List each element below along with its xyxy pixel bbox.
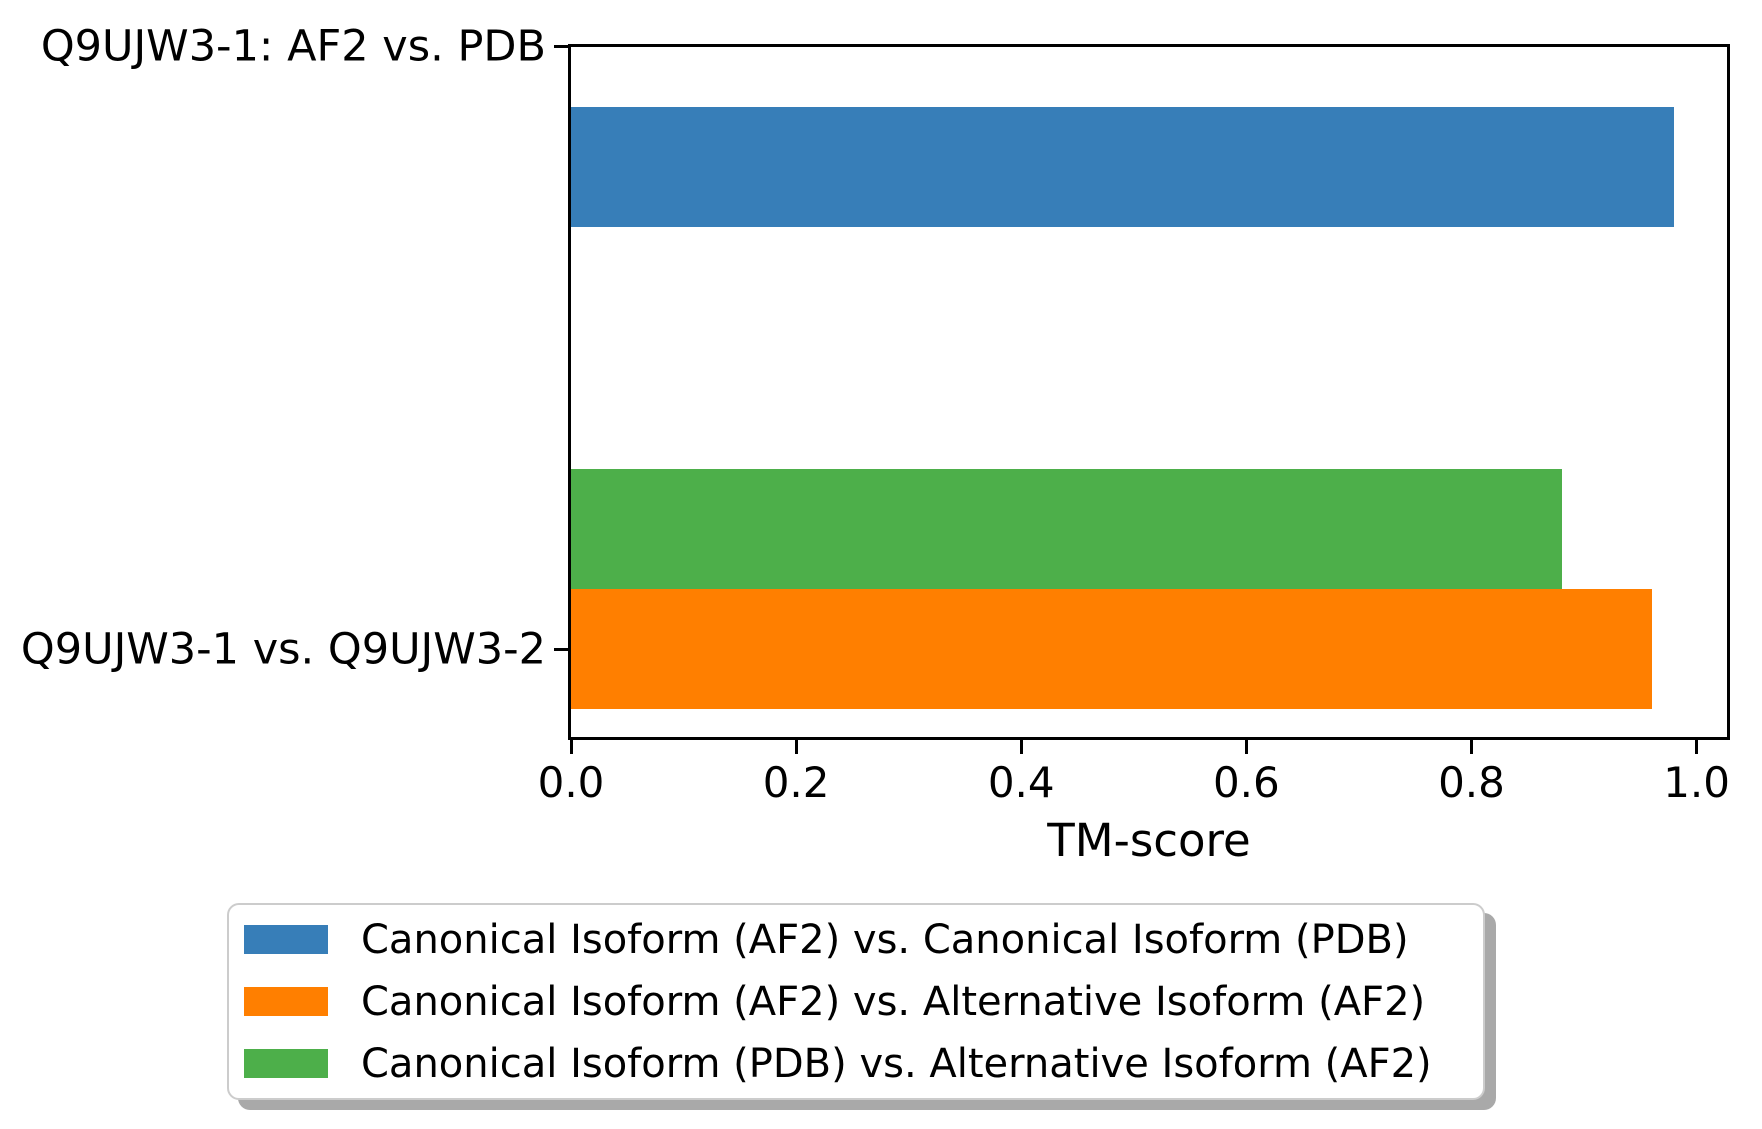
legend: Canonical Isoform (AF2) vs. Canonical Is…	[227, 903, 1485, 1100]
bar-orange	[571, 589, 1652, 709]
x-axis-tick	[1469, 740, 1473, 754]
x-axis-tick	[1019, 740, 1023, 754]
legend-swatch-blue	[244, 925, 328, 954]
legend-swatch-orange	[244, 987, 328, 1016]
bar-blue	[571, 107, 1674, 227]
plot-area	[568, 44, 1730, 740]
x-axis-tick-label: 0.4	[987, 758, 1055, 807]
x-axis-title: TM-score	[1047, 814, 1251, 867]
x-axis-tick-label: 0.2	[762, 758, 830, 807]
x-axis-tick	[1244, 740, 1248, 754]
bar-green	[571, 469, 1562, 589]
legend-label: Canonical Isoform (AF2) vs. Alternative …	[361, 978, 1426, 1025]
x-axis-tick	[569, 740, 573, 754]
x-axis-tick-label: 0.0	[537, 758, 605, 807]
legend-row: Canonical Isoform (AF2) vs. Canonical Is…	[229, 913, 1483, 966]
x-axis-tick-label: 1.0	[1663, 758, 1730, 807]
x-axis-tick	[1695, 740, 1699, 754]
legend-swatch-green	[244, 1049, 328, 1078]
y-axis-tick	[554, 648, 568, 651]
y-axis-tick	[554, 45, 568, 48]
y-category-label-top: Q9UJW3-1: AF2 vs. PDB	[40, 21, 546, 72]
x-axis-tick-label: 0.6	[1212, 758, 1280, 807]
legend-label: Canonical Isoform (AF2) vs. Canonical Is…	[361, 916, 1409, 963]
legend-row: Canonical Isoform (PDB) vs. Alternative …	[229, 1037, 1483, 1090]
legend-label: Canonical Isoform (PDB) vs. Alternative …	[361, 1040, 1432, 1087]
x-axis-tick	[794, 740, 798, 754]
x-axis-tick-label: 0.8	[1438, 758, 1505, 807]
y-category-label-bottom: Q9UJW3-1 vs. Q9UJW3-2	[20, 624, 546, 675]
legend-row: Canonical Isoform (AF2) vs. Alternative …	[229, 975, 1483, 1028]
